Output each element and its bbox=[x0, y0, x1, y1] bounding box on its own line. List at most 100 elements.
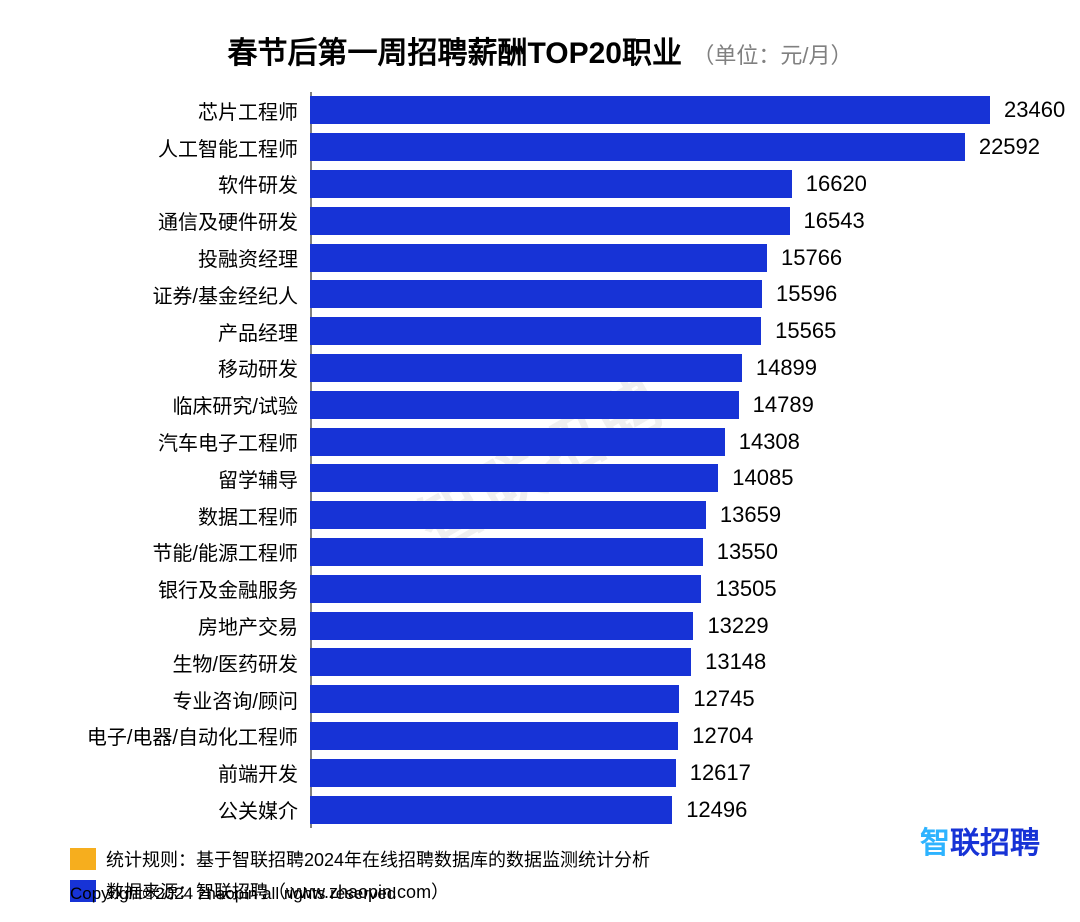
bar-fill bbox=[310, 354, 742, 382]
bar-track: 12617 bbox=[310, 754, 1020, 791]
bar-label: 临床研究/试验 bbox=[60, 390, 310, 419]
bar-fill bbox=[310, 796, 672, 824]
bar-value: 13148 bbox=[705, 649, 766, 675]
bar-fill bbox=[310, 96, 990, 124]
bar-row: 产品经理 15565 bbox=[60, 313, 1020, 350]
bar-fill bbox=[310, 428, 725, 456]
bar-value: 15565 bbox=[775, 318, 836, 344]
chart-title-row: 春节后第一周招聘薪酬TOP20职业 （单位：元/月） bbox=[40, 28, 1040, 72]
bar-value: 14085 bbox=[732, 465, 793, 491]
bar-row: 节能/能源工程师 13550 bbox=[60, 534, 1020, 571]
bar-fill bbox=[310, 538, 703, 566]
bar-row: 投融资经理15766 bbox=[60, 239, 1020, 276]
bar-value: 12496 bbox=[686, 797, 747, 823]
bar-label: 房地产交易 bbox=[60, 611, 310, 640]
bar-fill bbox=[310, 170, 792, 198]
bar-row: 数据工程师 13659 bbox=[60, 497, 1020, 534]
bar-fill bbox=[310, 317, 761, 345]
bar-track: 14899 bbox=[310, 350, 1020, 387]
bar-row: 房地产交易 13229 bbox=[60, 607, 1020, 644]
bar-value: 14899 bbox=[756, 355, 817, 381]
bar-row: 通信及硬件研发 16543 bbox=[60, 202, 1020, 239]
bar-track: 12704 bbox=[310, 718, 1020, 755]
bar-row: 移动研发14899 bbox=[60, 350, 1020, 387]
bar-chart: 智联招聘 芯片工程师23460人工智能工程师22592软件研发16620通信及硬… bbox=[60, 92, 1020, 828]
bar-value: 14789 bbox=[753, 392, 814, 418]
bar-track: 23460 bbox=[310, 92, 1065, 129]
brand-zhi: 智 bbox=[920, 827, 950, 860]
chart-title: 春节后第一周招聘薪酬TOP20职业 bbox=[227, 37, 682, 70]
bar-fill bbox=[310, 501, 706, 529]
bar-row: 前端开发 12617 bbox=[60, 754, 1020, 791]
bar-row: 软件研发 16620 bbox=[60, 166, 1020, 203]
bar-row: 芯片工程师23460 bbox=[60, 92, 1020, 129]
bar-value: 16620 bbox=[806, 171, 867, 197]
bar-fill bbox=[310, 759, 676, 787]
bar-track: 13229 bbox=[310, 607, 1020, 644]
bar-label: 投融资经理 bbox=[60, 243, 310, 272]
bar-label: 通信及硬件研发 bbox=[60, 206, 310, 235]
bar-value: 22592 bbox=[979, 134, 1040, 160]
bar-fill bbox=[310, 648, 691, 676]
bars-container: 芯片工程师23460人工智能工程师22592 软件研发 16620 通信及硬件研发 16… bbox=[60, 92, 1020, 828]
bar-track: 13659 bbox=[310, 497, 1020, 534]
bar-fill bbox=[310, 133, 965, 161]
bar-track: 13148 bbox=[310, 644, 1020, 681]
brand-rest: 联招聘 bbox=[950, 827, 1040, 860]
bar-track: 16543 bbox=[310, 202, 1020, 239]
bar-fill bbox=[310, 685, 679, 713]
bar-label: 汽车电子工程师 bbox=[60, 427, 310, 456]
bar-row: 生物/医药研发 13148 bbox=[60, 644, 1020, 681]
bar-label: 电子/电器/自动化工程师 bbox=[60, 721, 310, 750]
bar-label: 节能/能源工程师 bbox=[60, 537, 310, 566]
bar-row: 证券/基金经纪人 15596 bbox=[60, 276, 1020, 313]
bar-row: 留学辅导 14085 bbox=[60, 460, 1020, 497]
bar-track: 13550 bbox=[310, 534, 1020, 571]
bar-fill bbox=[310, 612, 693, 640]
bar-label: 软件研发 bbox=[60, 169, 310, 198]
bar-row: 临床研究/试验 14789 bbox=[60, 386, 1020, 423]
bar-track: 13505 bbox=[310, 570, 1020, 607]
bar-label: 证券/基金经纪人 bbox=[60, 280, 310, 309]
bar-value: 13550 bbox=[717, 539, 778, 565]
bar-value: 15596 bbox=[776, 281, 837, 307]
bar-label: 银行及金融服务 bbox=[60, 574, 310, 603]
bar-label: 人工智能工程师 bbox=[60, 133, 310, 162]
bar-value: 12617 bbox=[690, 760, 751, 786]
bar-label: 前端开发 bbox=[60, 758, 310, 787]
bar-row: 人工智能工程师22592 bbox=[60, 129, 1020, 166]
bar-label: 专业咨询/顾问 bbox=[60, 685, 310, 714]
bar-fill bbox=[310, 722, 678, 750]
bar-row: 电子/电器/自动化工程师 12704 bbox=[60, 718, 1020, 755]
bar-fill bbox=[310, 464, 718, 492]
bar-fill bbox=[310, 244, 767, 272]
bar-fill bbox=[310, 280, 762, 308]
bar-value: 23460 bbox=[1004, 97, 1065, 123]
bar-value: 16543 bbox=[804, 208, 865, 234]
bar-value: 12704 bbox=[692, 723, 753, 749]
copyright-text: Copyright©2024 zhaopin all rights reserv… bbox=[70, 884, 396, 904]
bar-value: 13229 bbox=[707, 613, 768, 639]
bar-track: 14308 bbox=[310, 423, 1020, 460]
bar-label: 数据工程师 bbox=[60, 501, 310, 530]
bar-track: 14085 bbox=[310, 460, 1020, 497]
bar-track: 15766 bbox=[310, 239, 1020, 276]
legend-row: 统计规则：基于智联招聘2024年在线招聘数据库的数据监测统计分析 bbox=[70, 846, 1040, 872]
legend-swatch bbox=[70, 848, 96, 870]
bar-fill bbox=[310, 391, 739, 419]
bar-label: 留学辅导 bbox=[60, 464, 310, 493]
bar-fill bbox=[310, 207, 790, 235]
bar-label: 生物/医药研发 bbox=[60, 648, 310, 677]
bar-row: 专业咨询/顾问12745 bbox=[60, 681, 1020, 718]
bar-track: 22592 bbox=[310, 129, 1040, 166]
bar-row: 银行及金融服务13505 bbox=[60, 570, 1020, 607]
bar-label: 产品经理 bbox=[60, 317, 310, 346]
bar-track: 12496 bbox=[310, 791, 1020, 828]
bar-row: 公关媒介 12496 bbox=[60, 791, 1020, 828]
bar-track: 15596 bbox=[310, 276, 1020, 313]
bar-value: 14308 bbox=[739, 429, 800, 455]
bar-label: 公关媒介 bbox=[60, 795, 310, 824]
bar-label: 芯片工程师 bbox=[60, 96, 310, 125]
chart-title-unit: （单位：元/月） bbox=[692, 43, 852, 68]
bar-value: 13659 bbox=[720, 502, 781, 528]
